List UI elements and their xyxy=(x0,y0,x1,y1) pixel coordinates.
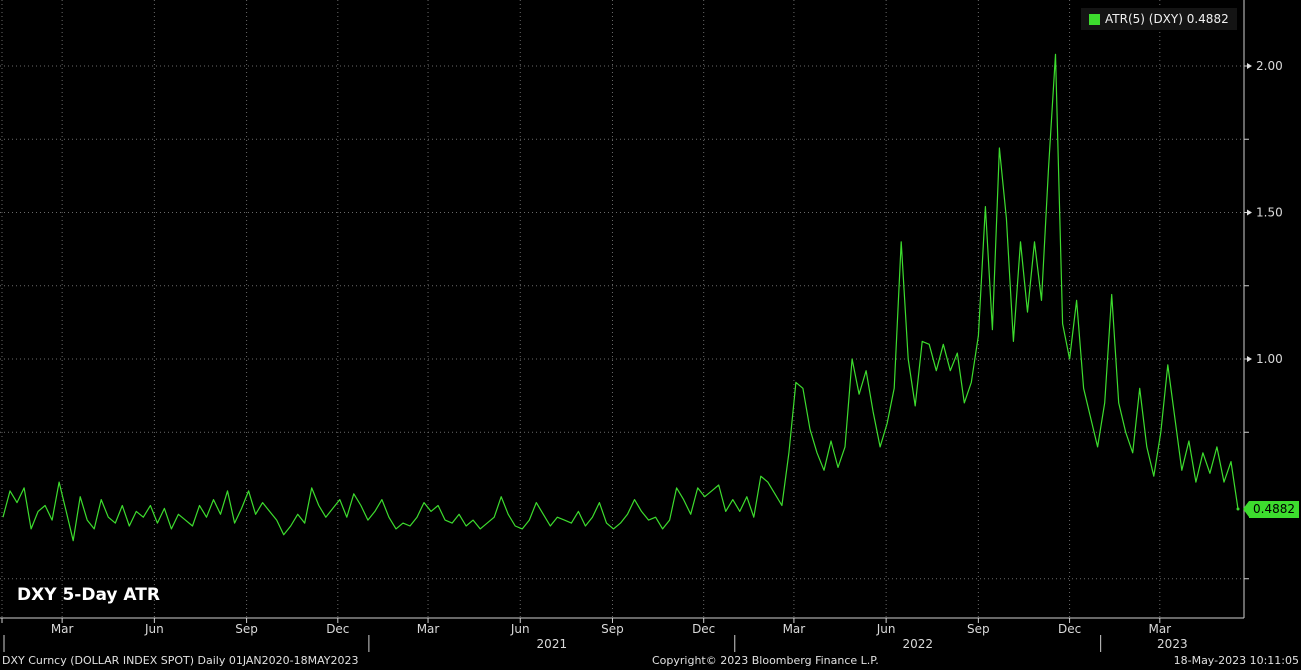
legend: ATR(5) (DXY) 0.4882 xyxy=(1081,8,1237,30)
x-tick-label: Dec xyxy=(326,622,349,636)
chart-title: DXY 5-Day ATR xyxy=(17,585,160,605)
x-tick-label: Jun xyxy=(876,622,896,636)
last-point xyxy=(1236,507,1240,511)
year-label: 2022 xyxy=(902,637,933,651)
axes: Mar Jun Sep Dec Mar Jun Sep Dec Mar Jun Sep Dec Mar2… xyxy=(0,0,1283,652)
footer-timestamp: 18-May-2023 10:11:05 xyxy=(1173,654,1299,667)
x-tick-label: Mar xyxy=(51,622,74,636)
x-tick-label: Sep xyxy=(601,622,624,636)
legend-swatch xyxy=(1089,13,1100,25)
y-tick-label: 1.50 xyxy=(1256,206,1283,220)
x-tick-label: Sep xyxy=(235,622,258,636)
footer-copyright: Copyright© 2023 Bloomberg Finance L.P. xyxy=(652,654,879,667)
y-tick-label: 1.00 xyxy=(1256,352,1283,366)
year-label: 2023 xyxy=(1157,637,1188,651)
x-tick-label: Mar xyxy=(417,622,440,636)
last-value-tag: 0.4882 xyxy=(1243,501,1299,518)
grid-lines xyxy=(0,0,1244,618)
x-tick-label: Jun xyxy=(510,622,530,636)
x-tick-label: Dec xyxy=(692,622,715,636)
year-label: 2021 xyxy=(537,637,568,651)
series-line xyxy=(2,53,1240,542)
x-tick-label: Mar xyxy=(1148,622,1171,636)
y-tick-marker xyxy=(1247,63,1252,69)
y-tick-label: 2.00 xyxy=(1256,59,1283,73)
x-tick-label: Dec xyxy=(1058,622,1081,636)
y-tick-marker xyxy=(1247,356,1252,362)
x-tick-label: Jun xyxy=(144,622,164,636)
y-tick-marker xyxy=(1247,209,1252,216)
legend-label: ATR(5) (DXY) 0.4882 xyxy=(1105,12,1229,26)
x-tick-label: Mar xyxy=(783,622,806,636)
series-line-atr5 xyxy=(2,53,1239,542)
x-tick-label: Sep xyxy=(967,622,990,636)
footer-security-info: DXY Curncy (DOLLAR INDEX SPOT) Daily 01J… xyxy=(2,654,359,667)
